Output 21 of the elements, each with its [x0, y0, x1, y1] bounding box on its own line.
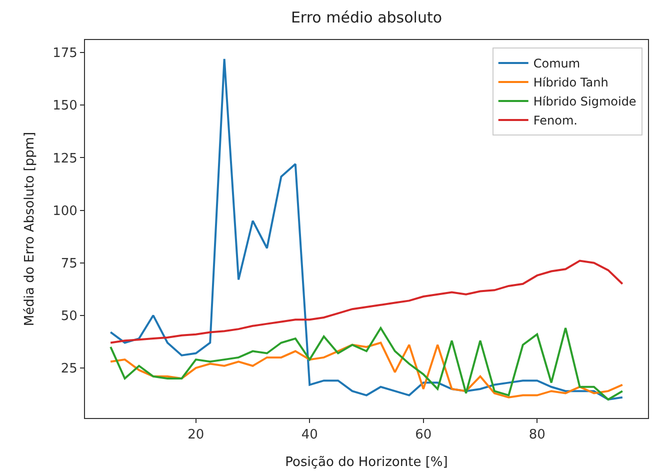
y-tick-label: 50 — [60, 308, 78, 324]
chart-title: Erro médio absoluto — [290, 8, 442, 26]
y-tick-label: 150 — [52, 98, 78, 114]
y-tick-label: 100 — [52, 204, 78, 219]
line-series — [110, 342, 624, 398]
x-tick-label: 80 — [528, 428, 546, 443]
x-tick-label: 60 — [415, 428, 432, 443]
x-tick-label: 40 — [301, 428, 318, 443]
legend-label: Fenom. — [533, 114, 578, 128]
y-tick-label: 75 — [60, 256, 78, 272]
x-tick-label: 20 — [188, 428, 204, 443]
line-series — [110, 327, 624, 400]
y-tick-label: 125 — [52, 151, 78, 166]
legend-label: Híbrido Sigmoide — [533, 94, 636, 109]
y-axis-title: Média do Erro Absoluto [ppm] — [22, 132, 38, 326]
line-series — [110, 260, 624, 344]
legend-label: Comum — [533, 56, 580, 71]
y-tick-label: 175 — [52, 46, 78, 62]
y-tick-label: 25 — [60, 362, 78, 377]
x-axis-title: Posição do Horizonte [%] — [285, 455, 448, 470]
legend-label: Híbrido Tanh — [533, 76, 608, 90]
